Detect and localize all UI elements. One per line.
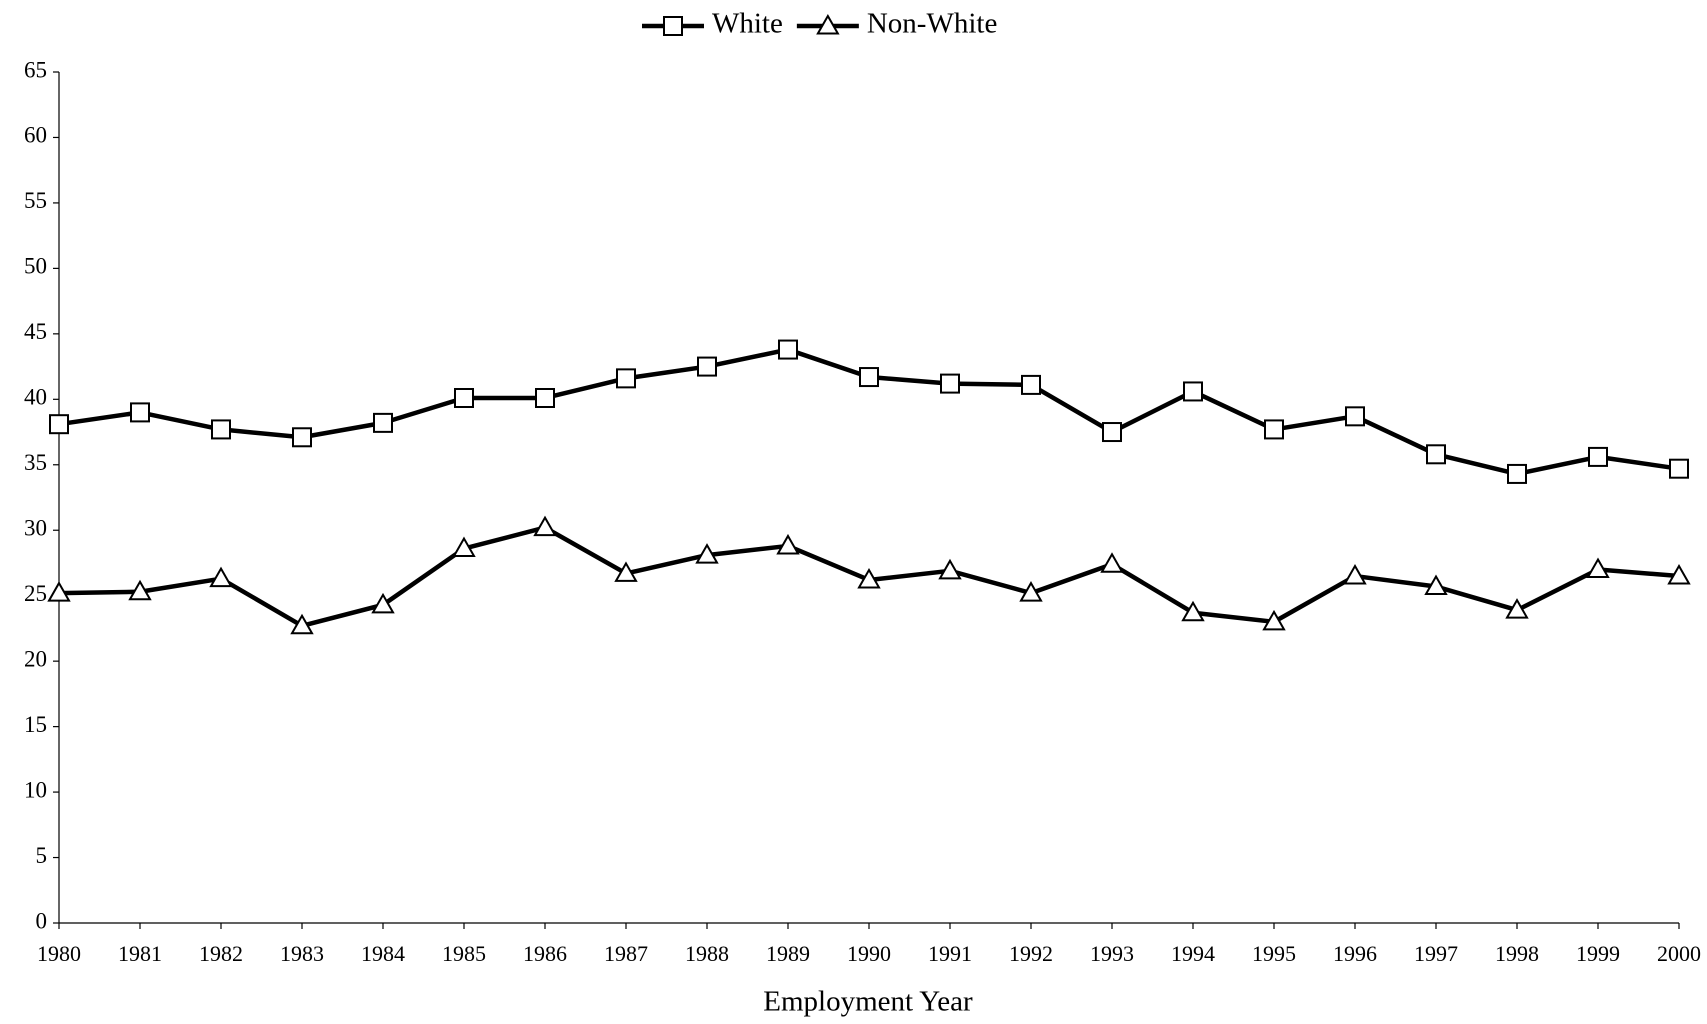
y-tick-label: 30 — [24, 516, 47, 541]
marker-triangle — [371, 592, 395, 614]
y-tick-label: 15 — [24, 712, 47, 737]
marker-triangle — [1505, 598, 1529, 619]
x-tick-label: 2000 — [1657, 941, 1701, 966]
y-tick-label: 35 — [24, 450, 47, 475]
x-tick-label: 1998 — [1495, 941, 1539, 966]
x-tick-label: 1988 — [685, 941, 729, 966]
y-tick-label: 65 — [24, 57, 47, 82]
marker-triangle — [695, 543, 719, 564]
y-tick-label: 60 — [24, 123, 47, 148]
y-tick-label: 50 — [24, 254, 47, 279]
marker-triangle — [776, 533, 800, 555]
y-tick-label: 45 — [24, 319, 47, 344]
marker-triangle — [857, 567, 881, 589]
marker-square — [211, 419, 231, 440]
x-tick-label: 1987 — [604, 941, 648, 966]
marker-square — [778, 339, 798, 360]
marker-square — [1669, 458, 1689, 479]
marker-square — [1021, 374, 1041, 395]
x-tick-label: 1983 — [280, 941, 324, 966]
marker-square — [1507, 463, 1527, 484]
legend-label: White — [712, 8, 783, 40]
marker-triangle — [1343, 564, 1367, 585]
y-tick-label: 0 — [36, 908, 48, 933]
x-tick-label: 1982 — [199, 941, 243, 966]
marker-triangle — [452, 536, 476, 558]
marker-triangle — [209, 566, 233, 588]
x-tick-label: 1985 — [442, 941, 486, 966]
marker-square — [697, 356, 717, 377]
x-axis-title: Employment Year — [763, 986, 973, 1018]
marker-square — [1183, 381, 1203, 402]
legend-marker — [663, 16, 683, 36]
marker-triangle — [1424, 574, 1448, 596]
marker-triangle — [1586, 557, 1610, 579]
x-tick-label: 1990 — [847, 941, 891, 966]
marker-square — [130, 402, 150, 423]
marker-square — [454, 387, 474, 408]
marker-square — [1588, 446, 1608, 467]
x-tick-label: 1986 — [523, 941, 567, 966]
y-tick-label: 25 — [24, 581, 47, 606]
marker-square — [535, 387, 555, 408]
legend-label: Non-White — [867, 8, 997, 40]
x-tick-label: 1997 — [1414, 941, 1458, 966]
x-tick-label: 1991 — [928, 941, 972, 966]
marker-triangle — [290, 613, 314, 635]
x-tick-label: 1993 — [1090, 941, 1134, 966]
x-tick-label: 1984 — [361, 941, 405, 966]
marker-triangle — [1019, 581, 1043, 602]
marker-triangle — [1100, 552, 1124, 573]
marker-triangle — [1667, 564, 1691, 585]
y-tick-label: 5 — [36, 843, 48, 868]
marker-triangle — [47, 581, 71, 602]
marker-triangle — [938, 558, 962, 580]
x-tick-label: 1996 — [1333, 941, 1377, 966]
marker-triangle — [1181, 600, 1205, 622]
x-tick-label: 1981 — [118, 941, 162, 966]
x-tick-label: 1989 — [766, 941, 810, 966]
marker-square — [1426, 444, 1446, 465]
marker-square — [1345, 406, 1365, 427]
y-tick-label: 55 — [24, 188, 47, 213]
marker-triangle — [614, 561, 638, 582]
marker-triangle — [128, 579, 152, 601]
marker-square — [373, 412, 393, 433]
x-tick-label: 1995 — [1252, 941, 1296, 966]
marker-triangle — [533, 515, 557, 537]
x-tick-label: 1999 — [1576, 941, 1620, 966]
marker-square — [940, 373, 960, 394]
y-tick-label: 10 — [24, 777, 47, 802]
marker-triangle — [1262, 609, 1286, 631]
marker-square — [49, 414, 69, 435]
x-tick-label: 1992 — [1009, 941, 1053, 966]
marker-square — [1264, 419, 1284, 440]
x-tick-label: 1980 — [37, 941, 81, 966]
marker-square — [1102, 422, 1122, 443]
y-tick-label: 20 — [24, 646, 47, 671]
x-tick-label: 1994 — [1171, 941, 1215, 966]
marker-square — [292, 427, 312, 448]
marker-square — [859, 367, 879, 388]
y-tick-label: 40 — [24, 385, 47, 410]
legend-marker — [816, 13, 840, 35]
marker-square — [616, 368, 636, 389]
